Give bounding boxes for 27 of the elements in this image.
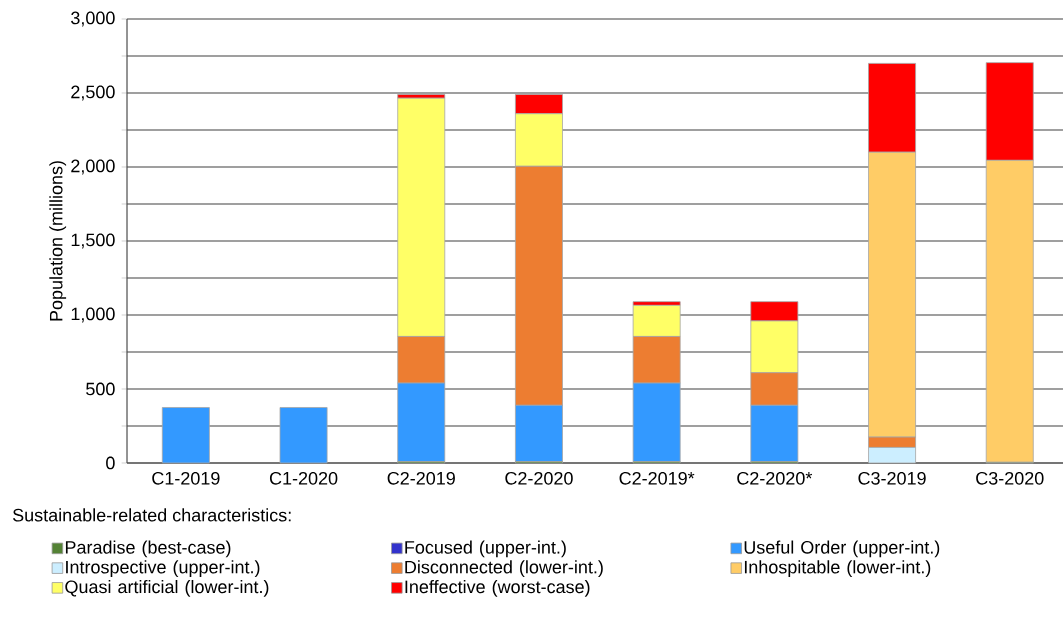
x-tick-label: C2-2020*	[737, 471, 813, 485]
legend-label: Quasi artificial (lower-int.)	[65, 579, 269, 597]
y-tick-label: 1,500	[71, 233, 115, 249]
y-tick-label: 0	[106, 456, 115, 470]
y-tick-label: 2,000	[71, 159, 115, 175]
legend-title: Sustainable-related characteristics:	[12, 508, 291, 522]
x-tick-label: C3-2020	[976, 471, 1044, 485]
legend-label: Ineffective (worst-case)	[405, 579, 590, 597]
y-tick-label: 500	[86, 382, 115, 396]
legend-label: Useful Order (upper-int.)	[744, 540, 940, 558]
legend-label: Introspective (upper-int.)	[66, 560, 260, 578]
x-tick-label: C1-2020	[269, 471, 338, 485]
legend-label: Paradise (best-case)	[65, 540, 231, 558]
bar	[279, 407, 328, 464]
legend-label: Inhospitable (lower-int.)	[744, 560, 931, 578]
x-tick-label: C1-2019	[152, 471, 220, 485]
x-tick-label: C2-2019	[387, 471, 455, 485]
legend-label: Disconnected (lower-int.)	[405, 560, 603, 578]
y-tick-label: 1,000	[71, 307, 115, 323]
x-tick-label: C3-2019	[858, 471, 926, 485]
y-axis-title: Population (millions)	[49, 161, 67, 321]
x-tick-label: C2-2019*	[619, 471, 695, 485]
y-tick-label: 2,500	[71, 85, 115, 101]
y-tick-label: 3,000	[71, 11, 115, 27]
x-tick-label: C2-2020	[505, 471, 573, 485]
bar	[161, 407, 210, 464]
legend-label: Focused (upper-int.)	[405, 540, 566, 558]
